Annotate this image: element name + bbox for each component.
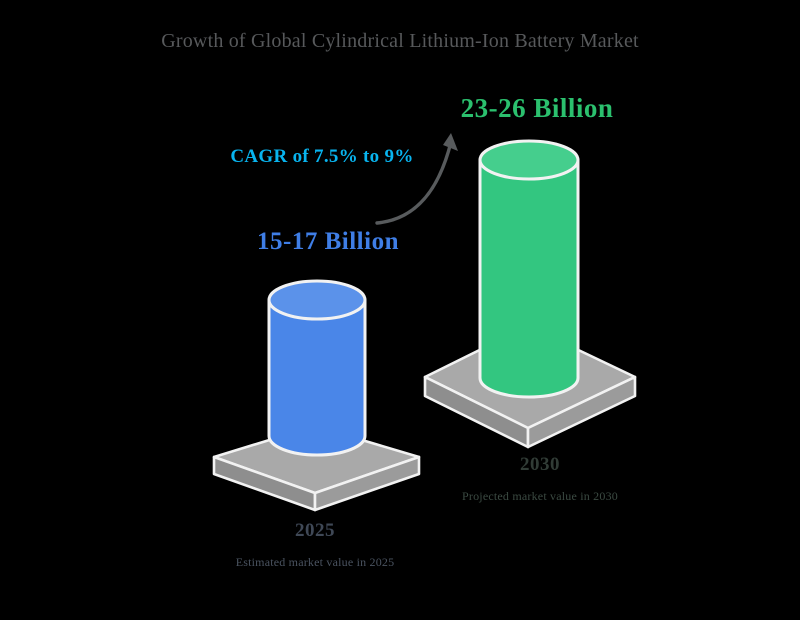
bar-group-2025 [205, 270, 430, 515]
isometric-bar-2030 [423, 139, 637, 449]
page-title: Growth of Global Cylindrical Lithium-Ion… [161, 30, 639, 52]
category-label-2025: 2025 Estimated market value in 2025 [215, 520, 415, 571]
isometric-bar-2025 [212, 279, 421, 512]
value-label-2025: 15-17 Billion [257, 228, 399, 255]
cylinder-2030 [478, 139, 580, 399]
growth-arrow [355, 120, 475, 240]
category-description-2025: Estimated market value in 2025 [235, 555, 395, 569]
cylinder-2025 [267, 279, 367, 457]
category-label-2030: 2030 Projected market value in 2030 [440, 454, 640, 505]
bar-group-2030 [415, 130, 645, 449]
category-year-2025: 2025 [295, 520, 335, 541]
platform-2025 [212, 424, 421, 512]
category-description-2030: Projected market value in 2030 [462, 489, 618, 503]
category-year-2030: 2030 [520, 454, 560, 475]
growth-arrow-icon [375, 133, 458, 225]
cagr-annotation: CAGR of 7.5% to 9% [230, 146, 414, 167]
value-label-2030: 23-26 Billion [460, 93, 614, 123]
